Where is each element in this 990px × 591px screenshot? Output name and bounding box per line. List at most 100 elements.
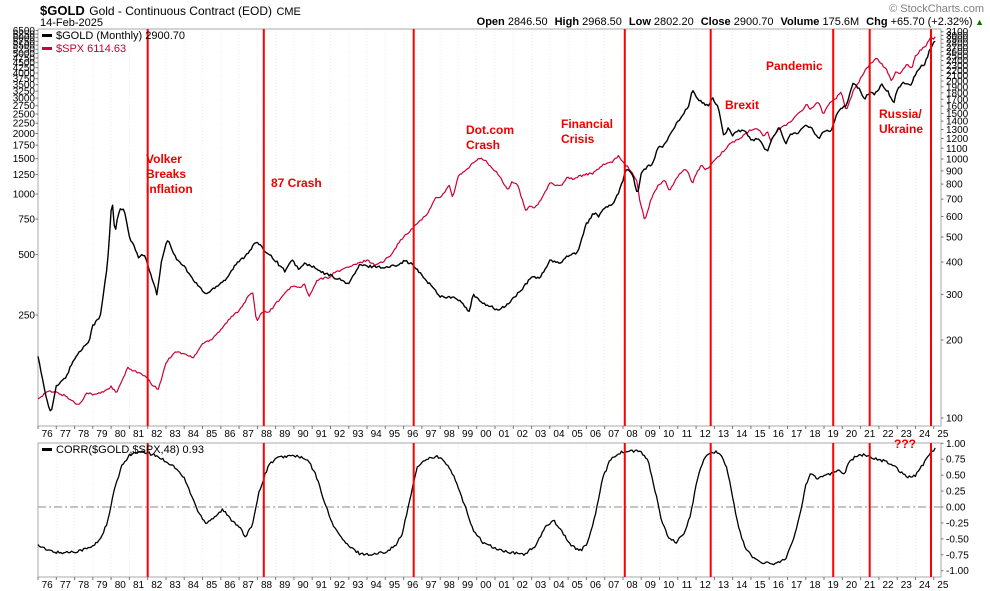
- x-axis-year-label: 08: [627, 429, 639, 440]
- x-axis-year-label: 22: [882, 429, 894, 440]
- symbol-description: Gold - Continuous Contract (EOD): [89, 4, 272, 18]
- x-axis-year-label: 98: [444, 429, 456, 440]
- x-axis-year-label: 76: [42, 429, 54, 440]
- event-annotation-brexit: Brexit: [725, 98, 760, 112]
- gold-legend-swatch-icon: [42, 33, 52, 37]
- x-axis-year-label: 06: [590, 429, 602, 440]
- x-axis-year-label: 10: [663, 429, 675, 440]
- right-axis-label: 900: [946, 166, 963, 177]
- left-axis-label: 5500: [13, 41, 36, 52]
- right-axis-label: 800: [946, 180, 963, 191]
- right-axis-label: 1200: [946, 134, 969, 145]
- main-panel-border: [37, 28, 942, 427]
- event-annotation-volker: Volker Breaks Inflation: [146, 152, 193, 196]
- x-axis-year-label: 90: [297, 580, 309, 591]
- x-axis-year-label: 87: [243, 580, 255, 591]
- right-axis-label: 2700: [946, 43, 969, 54]
- left-axis-label: 5000: [13, 49, 36, 60]
- x-axis-year-label: 18: [809, 580, 821, 591]
- x-axis-year-label: 88: [261, 429, 273, 440]
- right-axis-label: 1300: [946, 125, 969, 136]
- x-axis-year-label: 95: [389, 580, 401, 591]
- x-axis-year-label: 14: [736, 429, 748, 440]
- right-axis-label: 1000: [946, 155, 969, 166]
- x-axis-year-label: 92: [334, 580, 346, 591]
- x-axis-year-label: 96: [407, 580, 419, 591]
- x-axis-year-label: 86: [224, 429, 236, 440]
- corr-axis-label: 1.00: [946, 439, 966, 450]
- right-axis-label: 400: [946, 258, 963, 269]
- left-axis-label: 2500: [13, 110, 36, 121]
- x-axis-year-label: 90: [297, 429, 309, 440]
- corr-axis-label: -0.25: [946, 518, 969, 529]
- x-axis-year-label: 03: [535, 429, 547, 440]
- x-axis-year-label: 95: [389, 429, 401, 440]
- right-axis-label: 2400: [946, 56, 969, 67]
- x-axis-year-label: 05: [572, 429, 584, 440]
- x-axis-year-label: 13: [718, 429, 730, 440]
- x-axis-year-label: 00: [480, 580, 492, 591]
- symbol-label: $GOLD: [40, 3, 85, 18]
- right-axis-label: 1600: [946, 102, 969, 113]
- right-axis-label: 1900: [946, 82, 969, 93]
- ohlc-quote-row: Open 2846.50 High 2968.50 Low 2802.20 Close…: [470, 16, 984, 28]
- left-axis-label: 4500: [13, 58, 36, 69]
- x-axis-year-label: 81: [133, 429, 145, 440]
- x-axis-year-label: 23: [901, 580, 913, 591]
- x-axis-year-label: 91: [316, 429, 328, 440]
- left-axis-label: 1500: [13, 154, 36, 165]
- x-axis-year-label: 91: [316, 580, 328, 591]
- quote-open-label: Open: [476, 16, 505, 28]
- quote-high-value: 2968.50: [579, 16, 622, 28]
- spx-legend-swatch-icon: [42, 46, 52, 50]
- right-axis-label: 300: [946, 290, 963, 301]
- x-axis-year-label: 82: [151, 429, 163, 440]
- right-axis-label: 500: [946, 232, 963, 243]
- quote-chg-label: Chg: [866, 16, 888, 28]
- x-axis-year-label: 85: [206, 429, 218, 440]
- left-axis-label: 6500: [13, 26, 36, 37]
- x-axis-year-label: 94: [371, 580, 383, 591]
- event-annotation-crash87: 87 Crash: [271, 176, 322, 190]
- right-axis-label: 2200: [946, 66, 969, 77]
- x-axis-year-label: 20: [846, 580, 858, 591]
- quote-volume-value: 175.6M: [819, 16, 860, 28]
- x-axis-year-label: 07: [608, 580, 620, 591]
- left-axis-label: 750: [18, 215, 35, 226]
- x-axis-year-label: 17: [791, 429, 803, 440]
- left-axis-label: 6000: [13, 33, 36, 44]
- x-axis-year-label: 80: [115, 429, 127, 440]
- left-axis-label: 4750: [13, 53, 36, 64]
- left-axis-label: 4250: [13, 63, 36, 74]
- x-axis-year-label: 00: [480, 429, 492, 440]
- x-axis-year-label: 17: [791, 580, 803, 591]
- left-axis-label: 1000: [13, 190, 36, 201]
- x-axis-year-label: 10: [663, 580, 675, 591]
- left-axis-label: 3500: [13, 80, 36, 91]
- x-axis-year-label: 77: [60, 580, 72, 591]
- left-axis-label: 5250: [13, 45, 36, 56]
- x-axis-year-label: 87: [243, 429, 255, 440]
- corr-panel-border: [37, 442, 942, 578]
- quote-close-value: 2900.70: [730, 16, 774, 28]
- event-annotation-russia: Russia/ Ukraine: [879, 107, 924, 136]
- x-axis-year-label: 84: [188, 580, 200, 591]
- x-axis-year-label: 92: [334, 429, 346, 440]
- x-axis-year-label: 22: [882, 580, 894, 591]
- right-axis-label: 1700: [946, 95, 969, 106]
- x-axis-year-label: 23: [901, 429, 913, 440]
- left-axis-label: 250: [18, 311, 35, 322]
- x-axis-year-label: 96: [407, 429, 419, 440]
- x-axis-year-label: 83: [170, 580, 182, 591]
- x-axis-year-label: 12: [700, 429, 712, 440]
- copyright-label: © StockCharts.com: [889, 3, 984, 15]
- x-axis-year-label: 04: [553, 580, 565, 591]
- x-axis-year-label: 25: [937, 580, 949, 591]
- x-axis-year-label: 09: [645, 429, 657, 440]
- x-axis-year-label: 97: [425, 580, 437, 591]
- right-axis-label: 600: [946, 212, 963, 223]
- right-axis-label: 100: [946, 414, 963, 425]
- spx-legend-label: $SPX 6114.63: [56, 43, 127, 55]
- x-axis-year-label: 15: [754, 429, 766, 440]
